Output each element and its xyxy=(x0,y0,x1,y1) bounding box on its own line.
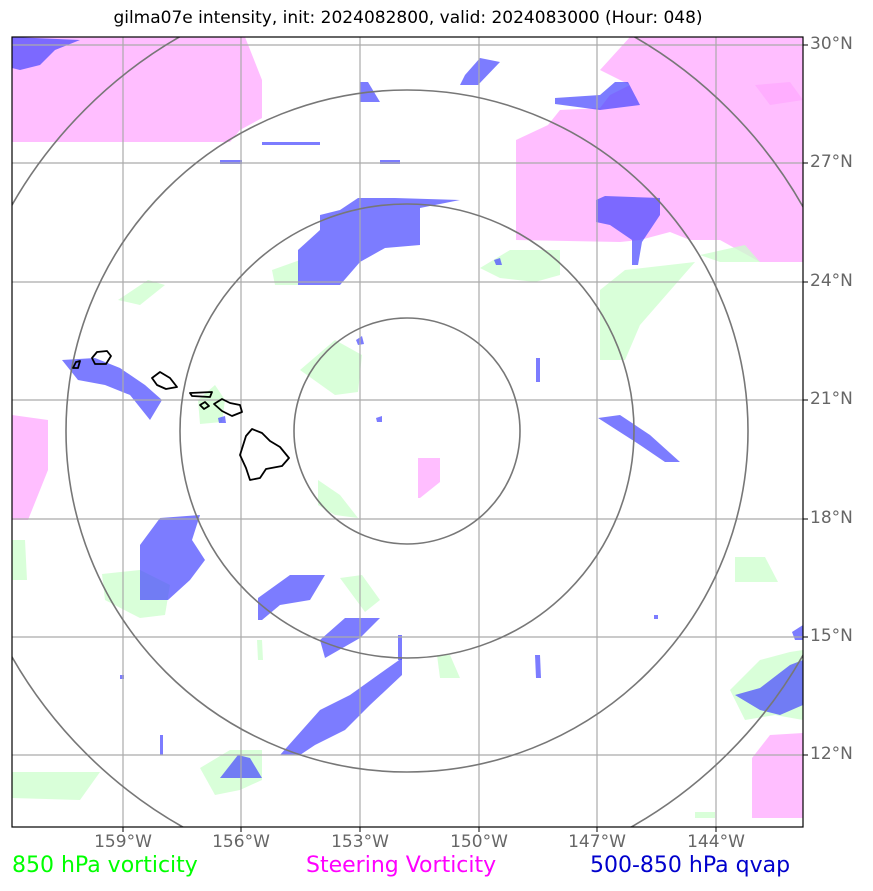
steering-region xyxy=(418,458,440,498)
island-oahu xyxy=(151,371,178,390)
island-lanai xyxy=(199,401,210,410)
lon-label: 150°W xyxy=(450,832,508,852)
plot-frame xyxy=(11,36,804,828)
legend-850-vorticity: 850 hPa vorticity xyxy=(12,853,198,878)
vorticity-region xyxy=(198,385,225,424)
qvap-region xyxy=(280,658,402,755)
lat-label: 15°N xyxy=(810,626,853,646)
island-kauai xyxy=(91,350,112,365)
qvap-region xyxy=(160,735,163,755)
qvap-region xyxy=(398,635,402,660)
lon-label: 156°W xyxy=(212,832,270,852)
qvap-region xyxy=(735,660,803,715)
steering-vorticity-field xyxy=(12,37,803,818)
vorticity-region xyxy=(118,280,165,305)
qvap-region xyxy=(598,415,680,462)
range-ring xyxy=(179,203,635,659)
qvap-region xyxy=(262,142,320,145)
steering-region xyxy=(752,733,803,818)
vorticity-region xyxy=(600,262,695,360)
lat-label: 12°N xyxy=(810,744,853,764)
qvap-region xyxy=(596,196,660,265)
qvap-region xyxy=(535,655,541,678)
graticule xyxy=(12,37,803,827)
vorticity-region xyxy=(700,245,760,262)
qvap-region xyxy=(218,416,226,423)
qvap-region xyxy=(140,515,205,600)
qvap-region xyxy=(62,358,162,420)
lat-label: 30°N xyxy=(810,34,853,54)
vorticity-region xyxy=(437,655,460,678)
island-hawaii xyxy=(239,428,290,481)
vorticity-region xyxy=(12,772,100,800)
steering-region xyxy=(12,37,262,142)
legend-steering-vorticity: Steering Vorticity xyxy=(306,853,497,878)
vorticity-region xyxy=(735,557,778,582)
vorticity-region xyxy=(300,340,362,395)
lat-label: 21°N xyxy=(810,389,853,409)
legend-qvap: 500-850 hPa qvap xyxy=(590,853,791,878)
island-maui xyxy=(213,398,243,417)
qvap-region xyxy=(654,615,658,619)
steering-region xyxy=(516,37,803,262)
map-title: gilma07e intensity, init: 2024082800, va… xyxy=(113,8,703,28)
lat-label: 24°N xyxy=(810,271,853,291)
axis-ticks xyxy=(122,44,808,832)
vorticity-region xyxy=(480,250,560,282)
vorticity-region xyxy=(12,540,27,580)
vorticity-region xyxy=(272,260,300,285)
qvap-region xyxy=(460,58,500,85)
range-ring xyxy=(293,317,521,545)
vorticity-region xyxy=(695,812,715,818)
qvap-region xyxy=(494,258,502,265)
qvap-region xyxy=(320,618,380,658)
island-molokai xyxy=(189,391,213,398)
steering-region xyxy=(12,415,48,520)
vorticity-region xyxy=(257,640,263,660)
qvap-region xyxy=(536,358,540,382)
vorticity-850-field xyxy=(12,245,803,818)
qvap-region xyxy=(792,625,803,640)
lat-label: 18°N xyxy=(810,508,853,528)
hawaiian-islands-coastline xyxy=(72,350,290,481)
lon-label: 144°W xyxy=(687,832,745,852)
vorticity-region xyxy=(318,480,358,518)
steering-region xyxy=(755,82,803,105)
qvap-region xyxy=(258,575,325,620)
qvap-region xyxy=(376,416,382,422)
qvap-region xyxy=(298,198,460,285)
lon-label: 153°W xyxy=(331,832,389,852)
lat-label: 27°N xyxy=(810,152,853,172)
lon-label: 159°W xyxy=(94,832,152,852)
qvap-field xyxy=(12,37,803,778)
range-ring xyxy=(65,89,749,773)
lon-label: 147°W xyxy=(568,832,626,852)
island-niihau xyxy=(72,360,81,369)
